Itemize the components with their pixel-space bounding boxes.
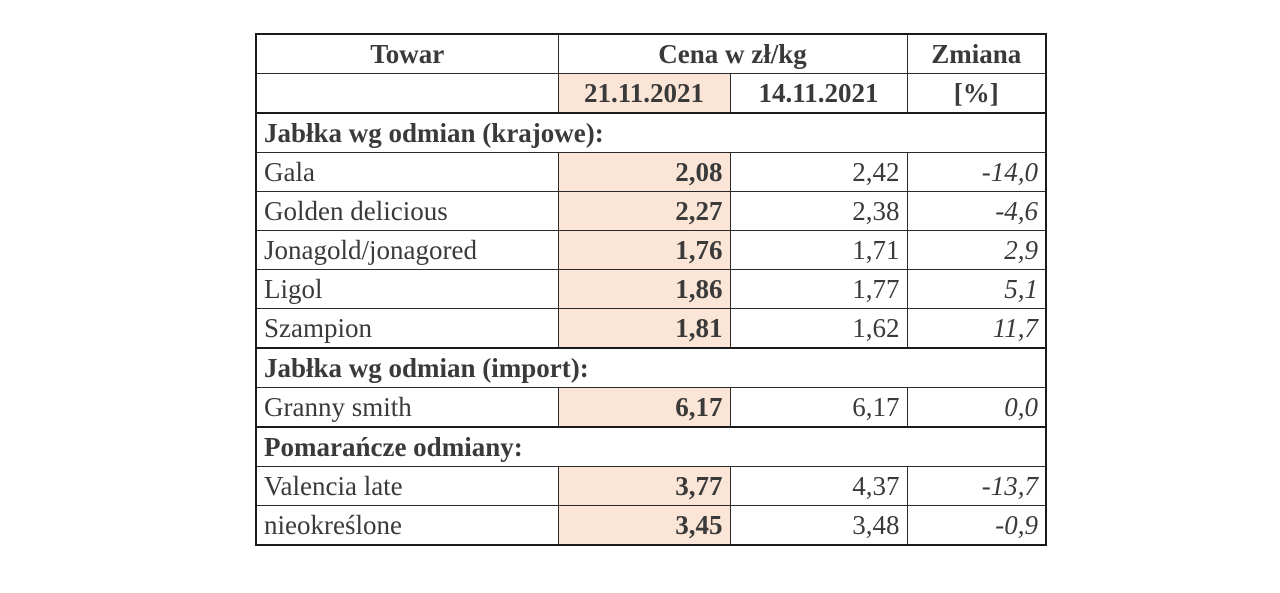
table-row: Golden delicious 2,27 2,38 -4,6 bbox=[255, 191, 1047, 231]
price-change: 5,1 bbox=[906, 269, 1047, 309]
table-row: Gala 2,08 2,42 -14,0 bbox=[255, 152, 1047, 192]
product-name: Szampion bbox=[255, 308, 559, 349]
header-product: Towar bbox=[255, 33, 559, 74]
price-current: 1,81 bbox=[557, 308, 731, 349]
price-change: -13,7 bbox=[906, 466, 1047, 506]
table-row: Valencia late 3,77 4,37 -13,7 bbox=[255, 466, 1047, 506]
header-date-current: 21.11.2021 bbox=[557, 73, 731, 114]
table-row: Szampion 1,81 1,62 11,7 bbox=[255, 308, 1047, 349]
header-date-previous: 14.11.2021 bbox=[729, 73, 908, 114]
price-current: 1,86 bbox=[557, 269, 731, 309]
price-current: 2,08 bbox=[557, 152, 731, 192]
price-change: -4,6 bbox=[906, 191, 1047, 231]
price-previous: 1,77 bbox=[729, 269, 908, 309]
product-name: nieokreślone bbox=[255, 505, 559, 546]
table-row: Ligol 1,86 1,77 5,1 bbox=[255, 269, 1047, 309]
section-header: Jabłka wg odmian (krajowe): bbox=[255, 112, 1047, 153]
product-name: Jonagold/jonagored bbox=[255, 230, 559, 270]
product-name: Granny smith bbox=[255, 387, 559, 428]
product-name: Valencia late bbox=[255, 466, 559, 506]
price-current: 2,27 bbox=[557, 191, 731, 231]
section-title: Pomarańcze odmiany: bbox=[255, 426, 1047, 467]
header-empty bbox=[255, 73, 559, 114]
product-name: Golden delicious bbox=[255, 191, 559, 231]
price-change: 11,7 bbox=[906, 308, 1047, 349]
header-row-1: Towar Cena w zł/kg Zmiana bbox=[255, 33, 1047, 74]
price-change: 0,0 bbox=[906, 387, 1047, 428]
table-row: Jonagold/jonagored 1,76 1,71 2,9 bbox=[255, 230, 1047, 270]
price-previous: 2,38 bbox=[729, 191, 908, 231]
product-name: Ligol bbox=[255, 269, 559, 309]
price-previous: 3,48 bbox=[729, 505, 908, 546]
price-change: -14,0 bbox=[906, 152, 1047, 192]
price-change: 2,9 bbox=[906, 230, 1047, 270]
price-previous: 4,37 bbox=[729, 466, 908, 506]
header-change: Zmiana bbox=[906, 33, 1047, 74]
section-header: Jabłka wg odmian (import): bbox=[255, 347, 1047, 388]
table-row: nieokreślone 3,45 3,48 -0,9 bbox=[255, 505, 1047, 546]
section-title: Jabłka wg odmian (krajowe): bbox=[255, 112, 1047, 153]
price-previous: 6,17 bbox=[729, 387, 908, 428]
table-row: Granny smith 6,17 6,17 0,0 bbox=[255, 387, 1047, 428]
price-previous: 1,62 bbox=[729, 308, 908, 349]
section-header: Pomarańcze odmiany: bbox=[255, 426, 1047, 467]
price-previous: 2,42 bbox=[729, 152, 908, 192]
header-change-unit: [%] bbox=[906, 73, 1047, 114]
product-name: Gala bbox=[255, 152, 559, 192]
price-current: 1,76 bbox=[557, 230, 731, 270]
price-current: 3,45 bbox=[557, 505, 731, 546]
price-table: Towar Cena w zł/kg Zmiana 21.11.2021 14.… bbox=[255, 33, 1047, 546]
price-current: 6,17 bbox=[557, 387, 731, 428]
header-price-group: Cena w zł/kg bbox=[557, 33, 908, 74]
header-row-2: 21.11.2021 14.11.2021 [%] bbox=[255, 73, 1047, 114]
price-change: -0,9 bbox=[906, 505, 1047, 546]
price-current: 3,77 bbox=[557, 466, 731, 506]
price-previous: 1,71 bbox=[729, 230, 908, 270]
section-title: Jabłka wg odmian (import): bbox=[255, 347, 1047, 388]
